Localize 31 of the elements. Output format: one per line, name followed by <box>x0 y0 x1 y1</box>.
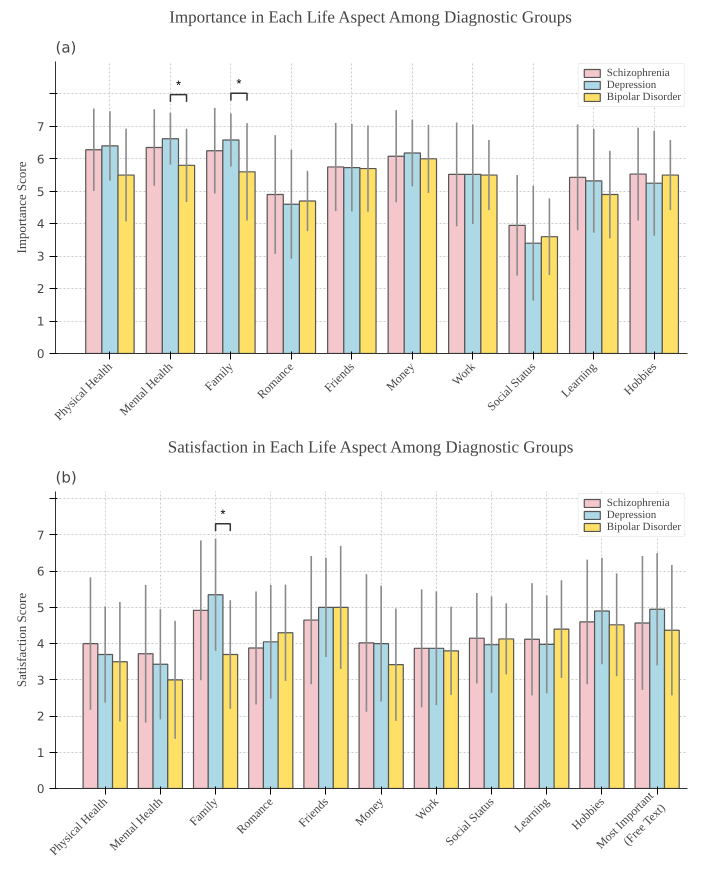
y-axis-title: Importance Score <box>14 161 29 254</box>
y-tick-label: 0 <box>36 347 45 361</box>
annotation: * <box>176 77 182 92</box>
y-tick-label: 5 <box>36 600 45 615</box>
y-tick-label: 3 <box>36 250 45 264</box>
text: (b) <box>56 468 77 486</box>
y-axis-title: Satisfaction Score <box>14 592 29 688</box>
y-tick-label: 6 <box>36 564 45 579</box>
text: (a) <box>56 38 76 56</box>
y-tick-label: 0 <box>36 782 45 796</box>
y-tick-label: 5 <box>36 184 45 199</box>
legend-label: Depression <box>606 509 656 521</box>
y-tick-label: 6 <box>36 152 45 166</box>
y-tick-label: 4 <box>36 637 45 652</box>
annotation: * <box>236 76 242 92</box>
y-tick-label: 7 <box>36 120 45 134</box>
legend-label: Schizophrenia <box>606 497 670 509</box>
legend-label: Schizophrenia <box>606 67 670 79</box>
chart-title: Satisfaction in Each Life Aspect Among Diagnostic Groups <box>168 438 574 456</box>
y-tick-label: 7 <box>36 528 45 542</box>
legend-label: Bipolar Disorder <box>606 91 681 103</box>
y-tick-label: 2 <box>36 710 45 724</box>
y-tick-label: 4 <box>36 217 45 232</box>
legend-label: Bipolar Disorder <box>606 521 681 533</box>
annotation: * <box>220 506 226 522</box>
y-tick-label: 1 <box>36 746 45 760</box>
legend-label: Depression <box>606 79 656 91</box>
y-tick-label: 2 <box>36 282 45 296</box>
chart-title: Importance in Each Life Aspect Among Diagnostic Groups <box>169 8 572 26</box>
y-tick-label: 1 <box>36 314 45 329</box>
y-tick-label: 3 <box>36 673 45 688</box>
